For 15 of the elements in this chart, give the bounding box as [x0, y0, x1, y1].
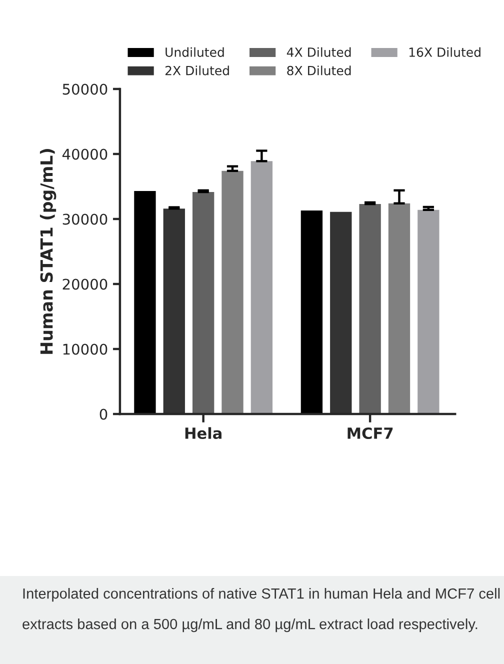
- legend-label: 16X Diluted: [409, 47, 480, 57]
- y-tick-label: 50000: [62, 84, 108, 95]
- legend-label: 4X Diluted: [286, 47, 351, 57]
- x-tick-label: Hela: [185, 427, 222, 440]
- y-tick-label: 0: [100, 408, 108, 420]
- x-tick-label: MCF7: [348, 427, 393, 440]
- y-axis-title: Human STAT1 (pg/mL): [40, 149, 56, 354]
- legend-label: Undiluted: [166, 47, 224, 57]
- legend-label: 8X Diluted: [287, 66, 351, 76]
- y-tick-label: 20000: [62, 278, 108, 290]
- y-tick-label: 40000: [62, 148, 108, 160]
- y-tick-label: 10000: [63, 344, 108, 355]
- text: Interpolated concentrations of native STAT1 in human Hela and MCF7 cell extracts based on a 500 µg/mL and 80 µg/mL extract load respectively.: [22, 588, 500, 632]
- y-tick-label: 30000: [62, 214, 108, 225]
- legend-label: 2X Diluted: [165, 66, 229, 76]
